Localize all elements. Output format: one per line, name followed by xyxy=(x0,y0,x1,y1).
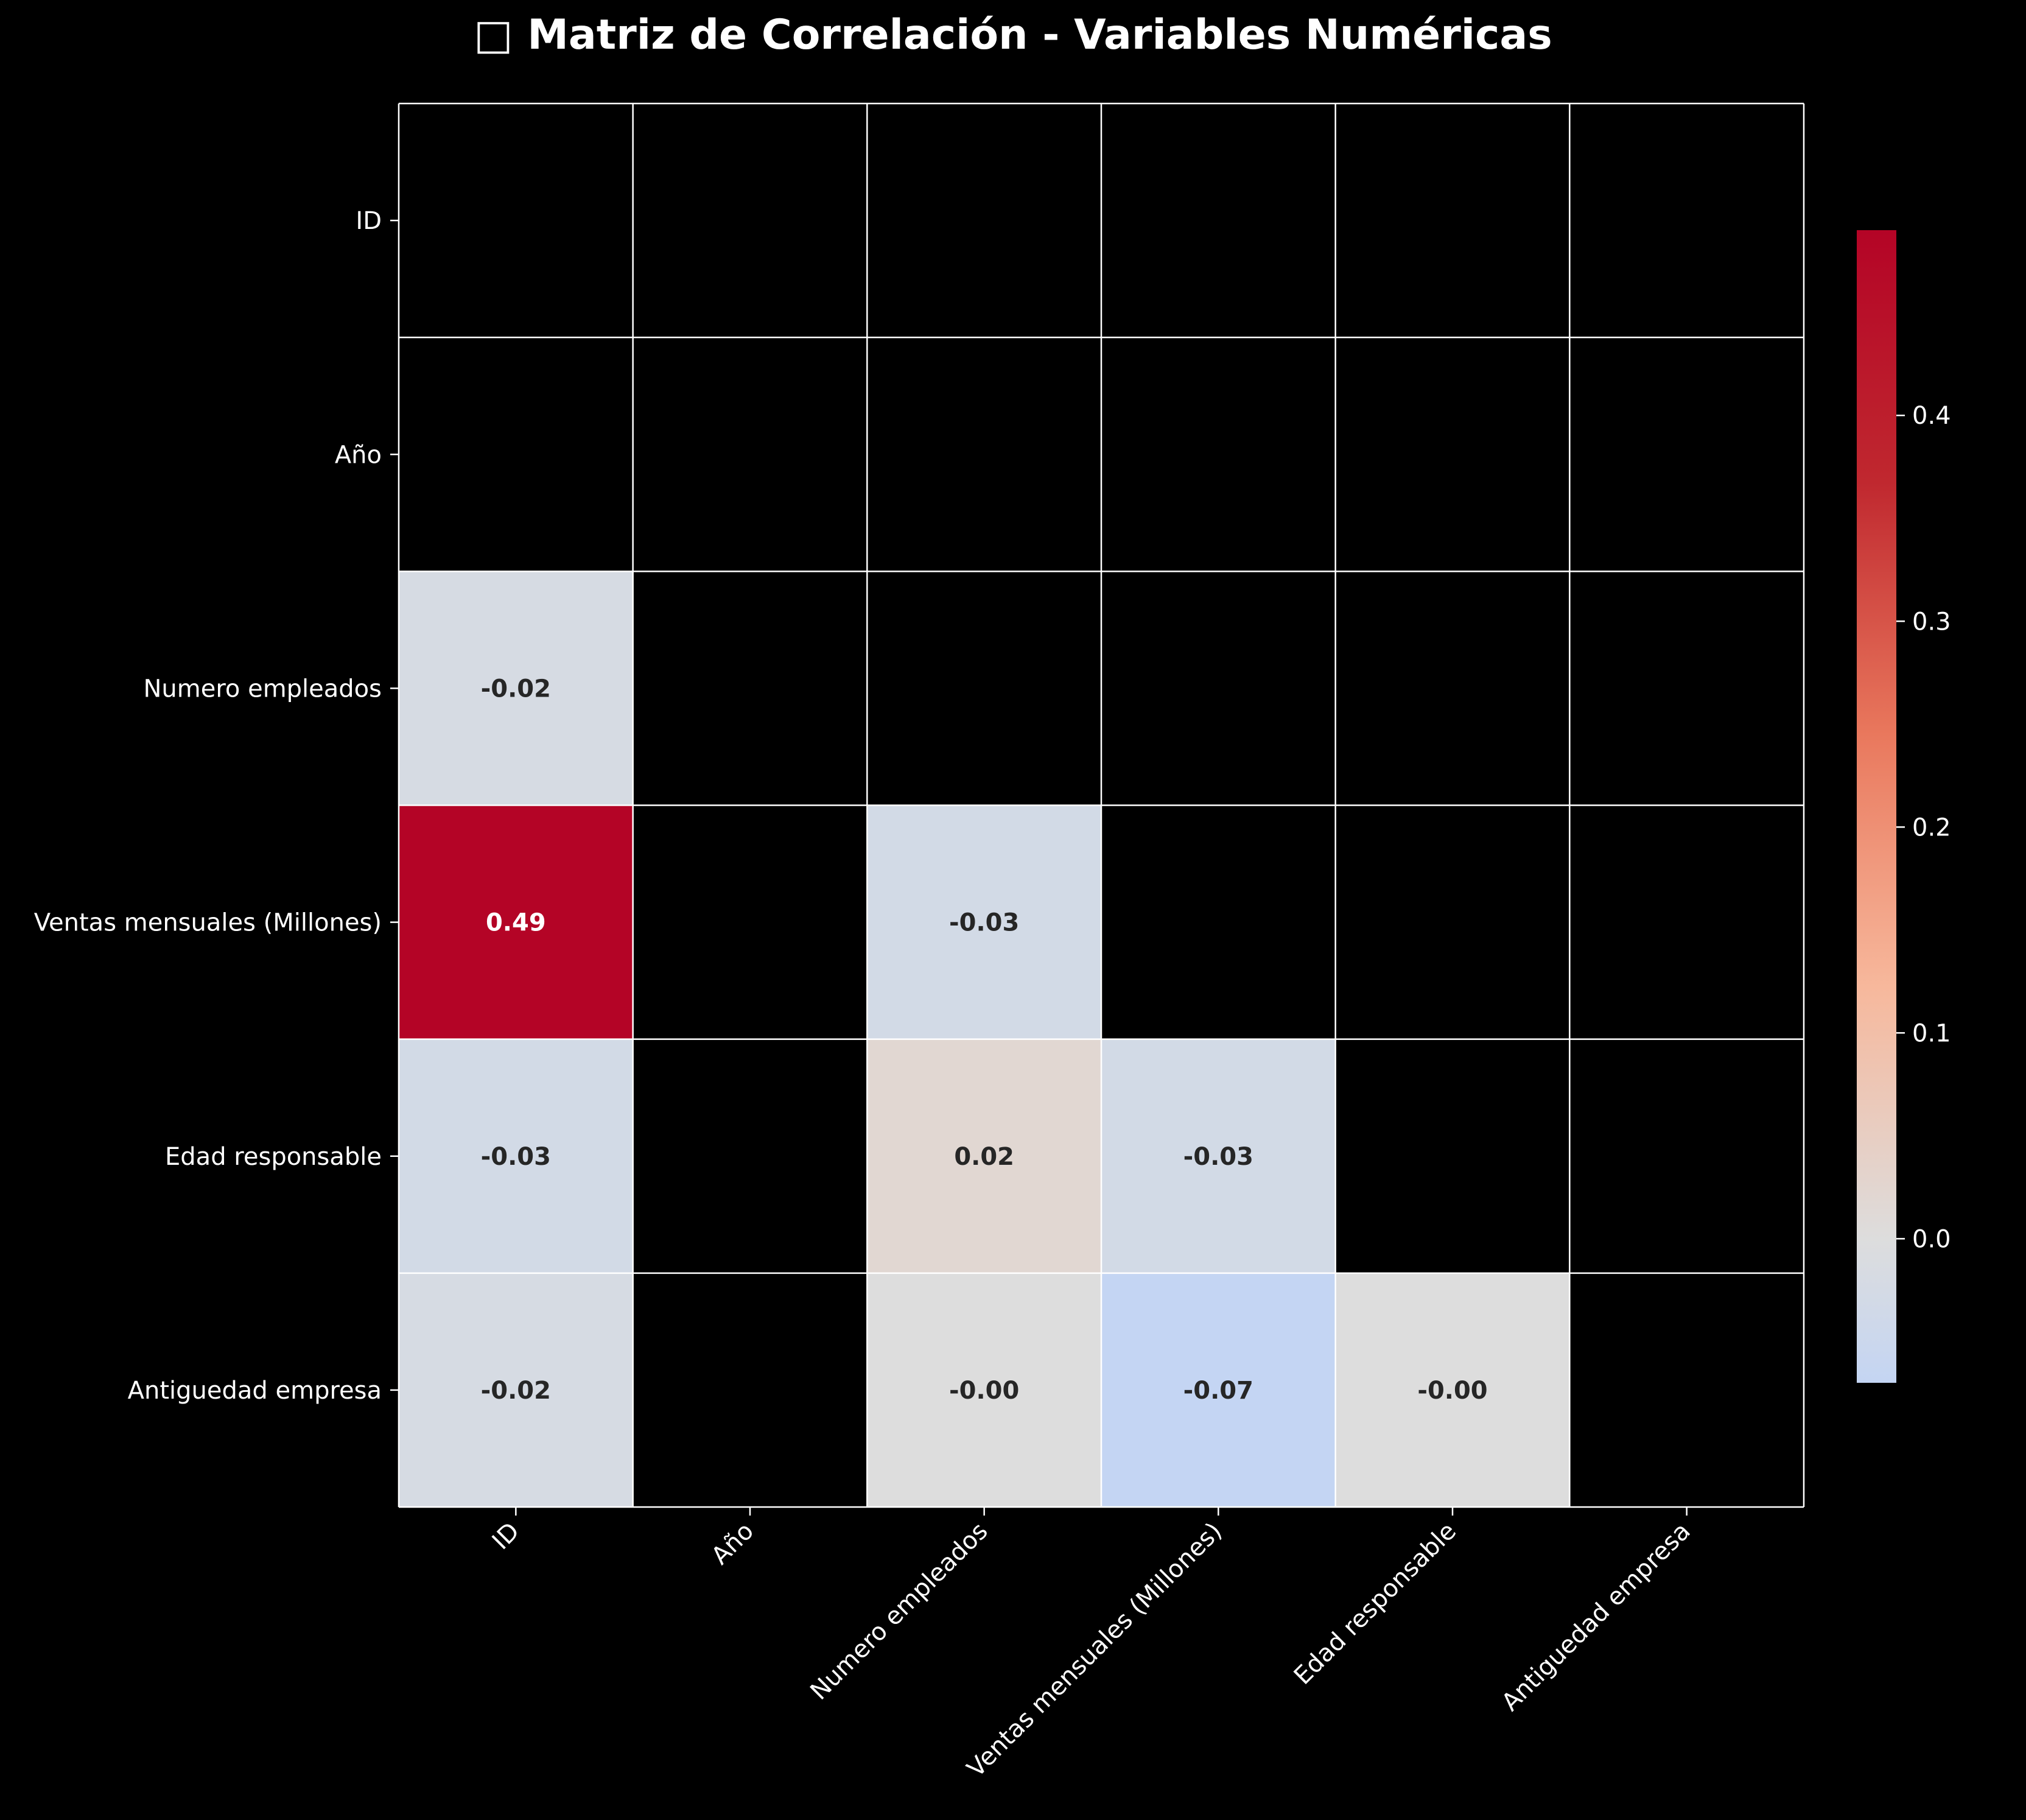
cell-value-label: -0.02 xyxy=(481,675,551,703)
x-tick-label: Antiguedad empresa xyxy=(1496,1517,1696,1717)
cell-value-label: -0.03 xyxy=(949,909,1019,937)
x-tick-label: Año xyxy=(706,1517,759,1570)
heatmap-cell xyxy=(399,571,633,806)
x-tick-label: Edad responsable xyxy=(1289,1517,1462,1690)
cell-value-label: -0.03 xyxy=(481,1143,551,1171)
colorbar-tick-label: 0.1 xyxy=(1912,1019,1951,1047)
colorbar-tick-label: 0.2 xyxy=(1912,813,1951,841)
heatmap-cells: -0.02 0.49 -0.03 -0.03 0.02 -0.03 -0.02 -0.00 -0… xyxy=(399,571,1570,1507)
heatmap-cell xyxy=(1101,1039,1336,1273)
cell-value-label: -0.00 xyxy=(1417,1377,1487,1405)
cell-value-label: -0.00 xyxy=(949,1377,1019,1405)
heatmap-cell xyxy=(867,1039,1101,1273)
colorbar-tick-label: 0.3 xyxy=(1912,608,1951,636)
x-tick-label: Ventas mensuales (Millones) xyxy=(962,1517,1227,1783)
cell-value-label: 0.02 xyxy=(954,1143,1014,1171)
y-tick-label: Edad responsable xyxy=(165,1143,382,1171)
heatmap-cell xyxy=(867,1273,1101,1507)
cell-value-label: -0.07 xyxy=(1183,1377,1253,1405)
y-tick-label: Numero empleados xyxy=(143,675,382,703)
colorbar-tick-label: 0.0 xyxy=(1912,1225,1951,1253)
heatmap-cell xyxy=(1101,1273,1336,1507)
y-axis: ID Año Numero empleados Ventas mensuales (M… xyxy=(34,207,399,1405)
colorbar: 0.0 0.1 0.2 0.3 0.4 xyxy=(1857,230,1951,1383)
y-tick-label: Año xyxy=(335,441,382,469)
cell-value-label: -0.03 xyxy=(1183,1143,1253,1171)
chart-title: □ Matriz de Correlación - Variables Numé… xyxy=(474,11,1552,59)
heatmap-grid xyxy=(398,102,1805,1508)
cell-value-label: -0.02 xyxy=(481,1377,551,1405)
colorbar-gradient xyxy=(1857,230,1896,1383)
y-tick-label: ID xyxy=(356,207,382,235)
cell-value-label: 0.49 xyxy=(486,909,546,937)
heatmap-cell xyxy=(399,1039,633,1273)
colorbar-tick-label: 0.4 xyxy=(1912,402,1951,430)
heatmap-cell xyxy=(399,805,633,1039)
heatmap-cell xyxy=(867,805,1101,1039)
x-tick-label: Numero empleados xyxy=(805,1517,993,1706)
y-tick-label: Ventas mensuales (Millones) xyxy=(34,909,382,937)
heatmap-cell xyxy=(399,1273,633,1507)
heatmap-cell xyxy=(1335,1273,1570,1507)
y-tick-label: Antiguedad empresa xyxy=(128,1377,382,1405)
x-tick-label: ID xyxy=(487,1517,525,1556)
